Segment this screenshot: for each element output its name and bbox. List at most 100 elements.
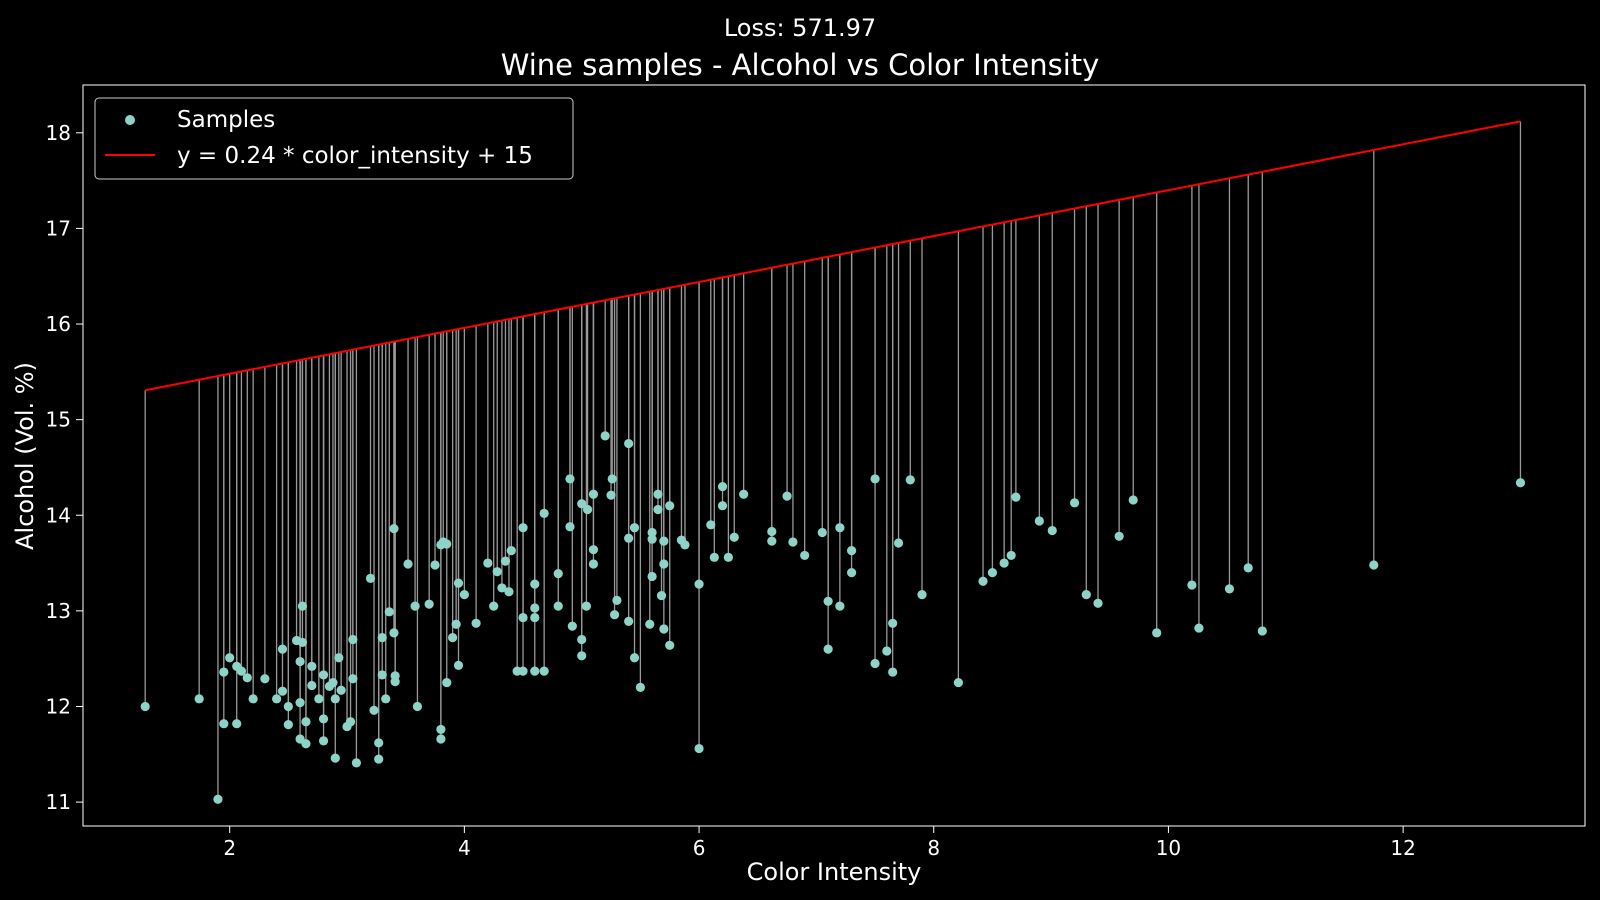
- data-point: [369, 705, 379, 715]
- data-point: [351, 758, 362, 768]
- data-point: [782, 491, 792, 501]
- data-point: [582, 504, 593, 515]
- data-point: [847, 568, 857, 578]
- data-point: [483, 558, 493, 568]
- data-point: [767, 526, 777, 537]
- data-point: [1515, 478, 1526, 488]
- data-point: [377, 633, 387, 643]
- data-point: [497, 583, 507, 593]
- data-point: [888, 618, 898, 628]
- data-point: [539, 666, 549, 676]
- data-point: [471, 618, 481, 628]
- data-point: [565, 522, 575, 532]
- data-point: [882, 646, 892, 656]
- data-point: [717, 501, 728, 511]
- data-point: [1034, 516, 1044, 526]
- y-tick-label: 15: [46, 408, 71, 432]
- axes-frame: [82, 84, 1586, 827]
- legend-box: [94, 97, 574, 180]
- data-point: [656, 590, 667, 601]
- data-point: [645, 619, 655, 629]
- data-point: [297, 637, 308, 648]
- x-axis-label: Color Intensity: [747, 858, 922, 886]
- data-point: [635, 682, 645, 692]
- data-point: [219, 667, 229, 677]
- data-point: [530, 666, 540, 676]
- data-point: [260, 674, 270, 684]
- data-point: [390, 677, 400, 687]
- data-point: [232, 719, 242, 729]
- data-point: [389, 628, 399, 638]
- data-point: [553, 568, 563, 579]
- x-tick-label: 2: [223, 836, 236, 860]
- data-point: [277, 686, 288, 696]
- data-point: [225, 653, 235, 663]
- data-point: [835, 601, 845, 611]
- y-tick-label: 16: [46, 312, 71, 336]
- data-point: [410, 601, 420, 611]
- data-point: [823, 644, 833, 654]
- data-point: [999, 558, 1009, 568]
- data-point: [377, 670, 387, 680]
- data-point: [588, 545, 599, 555]
- data-point: [504, 587, 514, 597]
- data-point: [847, 546, 857, 556]
- data-point: [987, 568, 998, 578]
- data-point: [823, 596, 833, 606]
- data-point: [318, 670, 329, 680]
- data-point: [817, 527, 827, 538]
- data-point: [893, 538, 904, 548]
- data-point: [647, 527, 657, 538]
- data-point: [1081, 590, 1091, 600]
- data-point: [1152, 628, 1162, 638]
- data-point: [553, 601, 563, 611]
- data-point: [1069, 498, 1080, 508]
- data-point: [1114, 531, 1124, 541]
- data-point: [334, 653, 344, 663]
- data-point: [659, 624, 669, 634]
- data-point: [430, 560, 440, 570]
- data-point: [297, 601, 308, 611]
- data-point: [436, 724, 446, 735]
- y-tick-label: 14: [46, 503, 71, 527]
- data-point: [213, 794, 223, 804]
- data-point: [624, 616, 634, 626]
- data-point: [577, 499, 587, 509]
- data-point: [374, 754, 384, 764]
- data-point: [1093, 598, 1103, 608]
- data-point: [1243, 563, 1253, 573]
- data-point: [588, 559, 599, 569]
- data-point: [1224, 584, 1235, 594]
- data-point: [647, 571, 657, 582]
- data-point: [489, 601, 499, 611]
- data-point: [381, 694, 391, 704]
- data-point: [365, 573, 376, 583]
- data-point: [607, 474, 617, 484]
- data-point: [659, 559, 669, 569]
- x-tick-label: 10: [1156, 836, 1181, 860]
- data-point: [348, 634, 358, 645]
- data-point: [800, 550, 810, 561]
- data-point: [1128, 495, 1138, 505]
- data-point: [242, 673, 252, 683]
- data-point: [295, 656, 305, 667]
- data-point: [588, 489, 599, 499]
- data-point: [448, 633, 458, 643]
- data-point: [307, 680, 317, 691]
- data-point: [870, 474, 880, 484]
- data-point: [442, 677, 452, 688]
- data-point: [1011, 492, 1021, 502]
- data-point: [374, 738, 384, 748]
- y-tick-label: 12: [46, 694, 71, 718]
- data-point: [518, 612, 528, 623]
- data-point: [453, 578, 464, 588]
- data-point: [653, 489, 663, 499]
- data-point: [518, 523, 528, 533]
- data-point: [659, 536, 669, 546]
- data-point: [1006, 550, 1016, 561]
- legend-label-line: y = 0.24 * color_intensity + 15: [177, 143, 533, 169]
- data-point: [283, 701, 293, 712]
- data-point: [788, 537, 798, 547]
- data-point: [709, 552, 719, 562]
- data-point: [436, 734, 446, 744]
